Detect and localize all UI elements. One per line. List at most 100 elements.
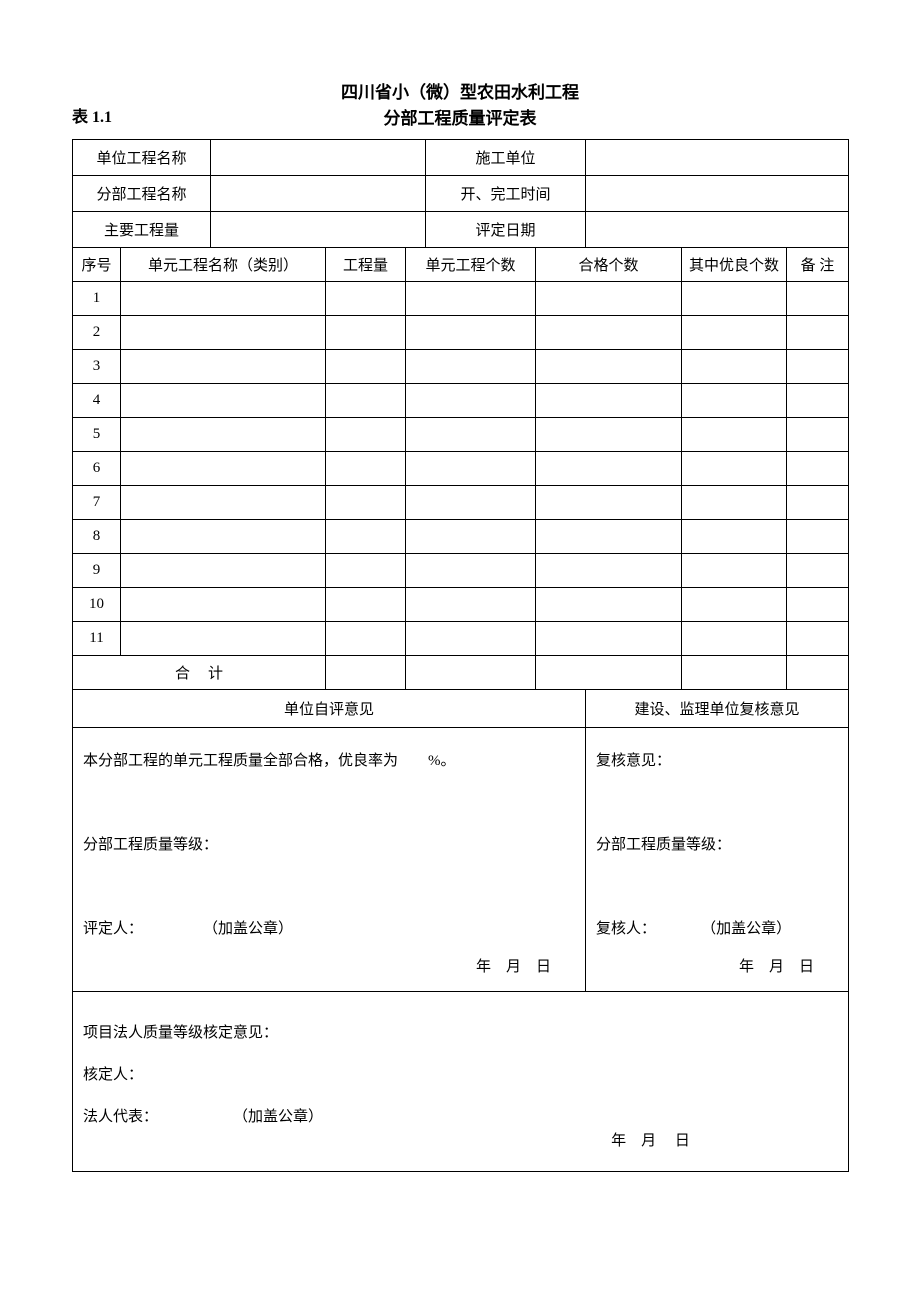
review-date: 年 月 日 [596, 954, 838, 981]
table-row: 11 [73, 622, 849, 656]
main-quantity-label: 主要工程量 [73, 212, 211, 248]
cell-remark [787, 520, 849, 554]
cell-excellent-count [682, 486, 787, 520]
document-subtitle: 分部工程质量评定表 [72, 106, 848, 132]
cell-remark [787, 486, 849, 520]
table-row: 2 [73, 316, 849, 350]
cell-quantity [326, 588, 406, 622]
cell-unit-name [121, 384, 326, 418]
cell-quantity [326, 282, 406, 316]
col-excellent-count: 其中优良个数 [682, 248, 787, 282]
total-excellent-count [682, 656, 787, 690]
cell-seq: 7 [73, 486, 121, 520]
review-reviewer: 复核人： （加盖公章） [596, 908, 838, 950]
cell-excellent-count [682, 316, 787, 350]
main-quantity-value [211, 212, 426, 248]
total-pass-count [536, 656, 682, 690]
total-quantity [326, 656, 406, 690]
total-remark [787, 656, 849, 690]
table-row: 1 [73, 282, 849, 316]
cell-pass-count [536, 520, 682, 554]
col-seq: 序号 [73, 248, 121, 282]
cell-remark [787, 452, 849, 486]
sub-project-name-label: 分部工程名称 [73, 176, 211, 212]
cell-excellent-count [682, 622, 787, 656]
cell-quantity [326, 418, 406, 452]
cell-unit-name [121, 316, 326, 350]
cell-unit-name [121, 622, 326, 656]
cell-seq: 1 [73, 282, 121, 316]
col-quantity: 工程量 [326, 248, 406, 282]
cell-seq: 5 [73, 418, 121, 452]
table-row: 8 [73, 520, 849, 554]
unit-project-name-label: 单位工程名称 [73, 140, 211, 176]
construction-unit-value [586, 140, 849, 176]
cell-unit-name [121, 452, 326, 486]
table-row: 9 [73, 554, 849, 588]
table-row: 4 [73, 384, 849, 418]
cell-excellent-count [682, 554, 787, 588]
table-row: 10 [73, 588, 849, 622]
cell-remark [787, 316, 849, 350]
cell-unit-count [406, 282, 536, 316]
review-header: 建设、监理单位复核意见 [586, 690, 849, 728]
col-unit-name: 单元工程名称（类别） [121, 248, 326, 282]
cell-unit-name [121, 350, 326, 384]
start-complete-value [586, 176, 849, 212]
cell-unit-count [406, 486, 536, 520]
construction-unit-label: 施工单位 [426, 140, 586, 176]
evaluation-table: 单位工程名称 施工单位 分部工程名称 开、完工时间 主要工程量 评定日期 序号 … [72, 139, 849, 1172]
cell-pass-count [536, 350, 682, 384]
cell-seq: 10 [73, 588, 121, 622]
col-unit-count: 单元工程个数 [406, 248, 536, 282]
self-eval-evaluator: 评定人： （加盖公章） [83, 908, 575, 950]
cell-seq: 9 [73, 554, 121, 588]
cell-remark [787, 350, 849, 384]
cell-unit-name [121, 486, 326, 520]
cell-remark [787, 554, 849, 588]
start-complete-label: 开、完工时间 [426, 176, 586, 212]
cell-unit-count [406, 316, 536, 350]
cell-pass-count [536, 282, 682, 316]
cell-unit-count [406, 384, 536, 418]
cell-quantity [326, 452, 406, 486]
cell-remark [787, 384, 849, 418]
total-label: 合计 [73, 656, 326, 690]
review-grade: 分部工程质量等级： [596, 824, 838, 866]
cell-excellent-count [682, 384, 787, 418]
cell-unit-count [406, 520, 536, 554]
cell-unit-name [121, 282, 326, 316]
cell-quantity [326, 350, 406, 384]
cell-unit-name [121, 588, 326, 622]
cell-seq: 2 [73, 316, 121, 350]
review-cell: 复核意见： 分部工程质量等级： 复核人： （加盖公章） 年 月 日 [586, 728, 849, 992]
cell-unit-count [406, 622, 536, 656]
self-eval-line1: 本分部工程的单元工程质量全部合格，优良率为 %。 [83, 740, 575, 782]
cell-quantity [326, 384, 406, 418]
cell-unit-count [406, 350, 536, 384]
cell-remark [787, 282, 849, 316]
table-row: 6 [73, 452, 849, 486]
cell-pass-count [536, 384, 682, 418]
cell-excellent-count [682, 282, 787, 316]
total-unit-count [406, 656, 536, 690]
cell-quantity [326, 554, 406, 588]
cell-unit-count [406, 588, 536, 622]
cell-pass-count [536, 554, 682, 588]
cell-pass-count [536, 588, 682, 622]
cell-excellent-count [682, 452, 787, 486]
sub-project-name-value [211, 176, 426, 212]
cell-remark [787, 418, 849, 452]
verifier-label: 核定人： [83, 1054, 838, 1096]
cell-remark [787, 622, 849, 656]
eval-date-label: 评定日期 [426, 212, 586, 248]
cell-seq: 6 [73, 452, 121, 486]
cell-quantity [326, 520, 406, 554]
cell-seq: 4 [73, 384, 121, 418]
review-opinion: 复核意见： [596, 740, 838, 782]
cell-quantity [326, 316, 406, 350]
cell-excellent-count [682, 418, 787, 452]
cell-unit-name [121, 520, 326, 554]
cell-quantity [326, 486, 406, 520]
cell-seq: 11 [73, 622, 121, 656]
